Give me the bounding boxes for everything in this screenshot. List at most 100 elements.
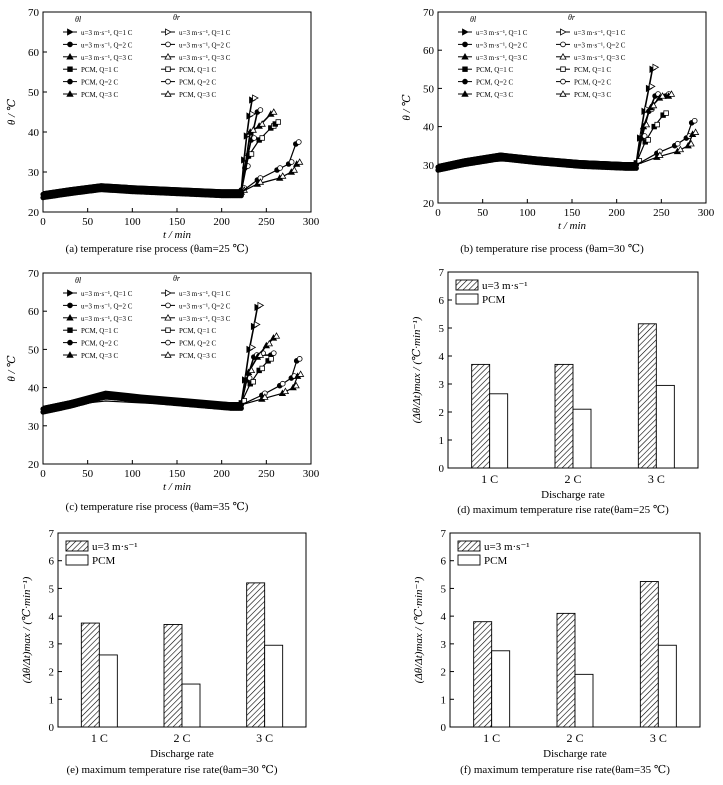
- series-line: [437, 69, 654, 166]
- series-2: [42, 107, 264, 193]
- x-tick-label: 150: [169, 468, 186, 480]
- data-point: [261, 393, 269, 400]
- legend-marker: [67, 66, 73, 72]
- x-tick-label: 3 C: [648, 472, 665, 486]
- data-point: [645, 137, 651, 143]
- data-point: [667, 90, 676, 97]
- panel-caption: (c) temperature rise process (θam=35 ℃): [66, 501, 249, 513]
- x-tick-label: 2 C: [173, 731, 190, 745]
- plateau-band: [40, 183, 244, 201]
- plateau-band: [40, 391, 244, 415]
- data-point: [642, 120, 651, 128]
- data-point: [691, 128, 700, 135]
- legend-marker: [66, 52, 74, 60]
- x-tick-label: 150: [169, 216, 186, 228]
- x-axis-label: Discharge rate: [541, 489, 605, 501]
- data-point: [247, 366, 256, 374]
- legend-marker: [165, 78, 171, 85]
- data-point: [265, 339, 274, 347]
- y-tick-label: 5: [439, 323, 445, 335]
- legend-header-left: θl: [75, 276, 82, 285]
- legend-marker: [67, 302, 73, 309]
- line-chart-3: 0 50 100 150 200 250 300 20 30 40 50 60 70 t / min θ /…: [6, 268, 320, 493]
- data-point: [296, 370, 305, 377]
- legend-swatch: [65, 554, 89, 566]
- bar: [80, 622, 100, 728]
- legend: θl θr u=3 m·s⁻¹, Q=1 C u=3 m·s⁻¹, Q=1 C u=3 …: [63, 274, 231, 360]
- legend: θl θr u=3 m·s⁻¹, Q=1 C u=3 m·s⁻¹, Q=1 C u=3 …: [63, 13, 231, 99]
- legend-marker: [165, 302, 171, 309]
- bar: [264, 644, 284, 728]
- data-point: [257, 107, 264, 113]
- legend-marker: [164, 90, 172, 97]
- x-tick-label: 0: [40, 468, 46, 480]
- legend-marker: [67, 28, 74, 36]
- panel-caption: (f) maximum temperature rise rate(θam=35…: [460, 764, 670, 776]
- data-point: [648, 82, 656, 91]
- data-point: [270, 108, 278, 115]
- legend-marker: [560, 66, 566, 72]
- legend-label: PCM, Q=1 C: [81, 66, 119, 74]
- panel-caption: (d) maximum temperature rise rate(θam=25…: [457, 504, 669, 516]
- data-point: [259, 365, 265, 372]
- legend-label: PCM: [482, 294, 505, 306]
- data-point: [656, 151, 664, 158]
- data-point: [251, 135, 257, 141]
- y-axis-label: θ / ℃: [401, 94, 413, 121]
- y-tick-label: 40: [423, 122, 435, 134]
- y-tick-label: 5: [49, 583, 55, 595]
- data-point: [256, 178, 265, 185]
- legend-marker: [461, 90, 469, 97]
- panel-caption: (b) temperature rise process (θam=30 ℃): [460, 243, 644, 255]
- legend-marker: [165, 327, 171, 333]
- series-3: [42, 332, 281, 408]
- x-tick-label: 50: [477, 207, 489, 219]
- legend-swatch: [455, 279, 479, 291]
- bar: [98, 654, 118, 728]
- y-tick-label: 3: [441, 639, 447, 651]
- legend-marker: [560, 78, 566, 85]
- x-tick-label: 300: [303, 468, 320, 480]
- data-point: [250, 379, 256, 385]
- data-point: [249, 343, 257, 352]
- data-point: [652, 63, 660, 71]
- legend-label: PCM, Q=1 C: [476, 66, 514, 74]
- series-line: [437, 95, 669, 166]
- legend-header-left: θl: [470, 15, 477, 24]
- x-tick-label: 250: [258, 468, 275, 480]
- x-tick-label: 1 C: [483, 731, 500, 745]
- legend-label: PCM, Q=3 C: [81, 91, 119, 99]
- legend-marker: [66, 90, 74, 97]
- x-axis-label: Discharge rate: [150, 748, 214, 760]
- data-point: [249, 126, 257, 133]
- y-tick-label: 70: [423, 7, 435, 19]
- legend-marker: [560, 28, 567, 36]
- data-point: [691, 117, 698, 124]
- x-tick-label: 1 C: [481, 472, 498, 486]
- y-tick-label: 2: [439, 407, 445, 419]
- x-tick-label: 50: [82, 216, 94, 228]
- y-tick-label: 4: [439, 351, 445, 363]
- legend-label: PCM, Q=3 C: [179, 352, 217, 360]
- y-tick-label: 1: [439, 435, 445, 447]
- y-tick-label: 4: [441, 611, 447, 623]
- y-tick-label: 40: [28, 127, 40, 139]
- x-tick-label: 3 C: [650, 731, 667, 745]
- y-tick-label: 3: [49, 639, 55, 651]
- legend: u=3 m·s⁻¹ PCM: [455, 279, 528, 306]
- legend-marker: [462, 41, 468, 48]
- x-tick-label: 300: [698, 207, 715, 219]
- legend-marker: [461, 52, 469, 60]
- y-tick-label: 0: [441, 722, 447, 734]
- y-tick-label: 30: [423, 160, 435, 172]
- panel-caption: (a) temperature rise process (θam=25 ℃): [66, 243, 249, 255]
- data-point: [259, 135, 265, 141]
- y-axis-label: (Δθ/Δt)max / (℃·min⁻¹): [411, 316, 423, 423]
- x-tick-label: 100: [124, 216, 141, 228]
- legend-marker: [66, 351, 74, 358]
- y-tick-label: 0: [49, 722, 55, 734]
- legend-label: PCM, Q=1 C: [574, 66, 612, 74]
- legend-label: u=3 m·s⁻¹, Q=2 C: [476, 41, 528, 49]
- legend: u=3 m·s⁻¹ PCM: [65, 540, 138, 567]
- series-1: [42, 94, 259, 193]
